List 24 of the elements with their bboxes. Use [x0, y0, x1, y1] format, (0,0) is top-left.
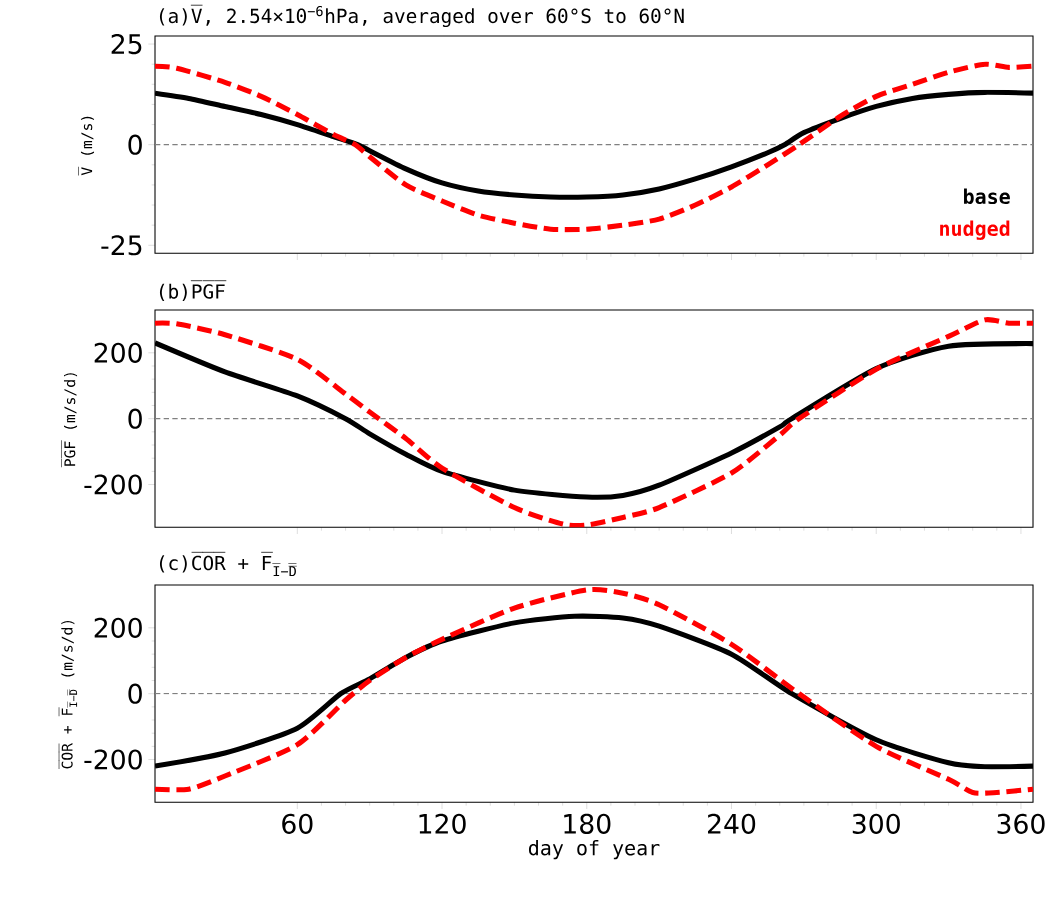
chart-title: (c)C̅O̅R̅ + F̅$_{I̅−̅D̅}$: [159, 551, 297, 577]
x-tick-label: 180: [564, 813, 611, 834]
x-axis-title: day of year: [528, 839, 660, 860]
y-tick-label: 200: [94, 342, 142, 363]
x-tick-label: 120: [419, 813, 466, 834]
y-tick-label: -25: [101, 235, 142, 256]
y-tick-label: 0: [128, 408, 142, 429]
y-tick-label: 25: [111, 33, 142, 55]
text: base: [964, 188, 1010, 205]
chart-title: (a)V̅, 2.54×10$^{−6}$hPa, averaged over 60°S to 60°N: [159, 4, 684, 28]
y-tick-label: -200: [84, 749, 142, 770]
x-tick-label: 240: [707, 813, 756, 834]
y-tick-label: -200: [84, 474, 142, 495]
x-tick-label: 300: [852, 813, 900, 834]
y-tick-label: 200: [94, 617, 142, 638]
text: C̅O̅R̅ + F̅$_{I̅−̅D̅}$ (m/s/d): [58, 620, 78, 769]
x-tick-label: 360: [997, 813, 1045, 834]
chart-title: (b)P̅G̅F̅: [159, 280, 227, 302]
y-tick-label: 0: [128, 683, 142, 704]
x-tick-label: 60: [282, 813, 313, 834]
text: nudged: [940, 220, 1010, 240]
y-axis-title: V̅ (m/s): [78, 116, 95, 176]
y-axis-title: P̅G̅F̅ (m/s/d): [61, 373, 78, 468]
y-tick-label: 0: [128, 134, 142, 155]
